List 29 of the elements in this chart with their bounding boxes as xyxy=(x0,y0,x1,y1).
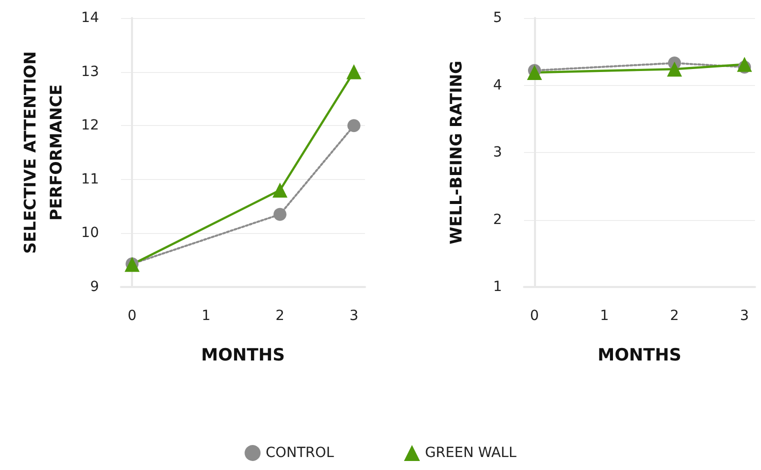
y-axis-title: SELECTIVE ATTENTION PERFORMANCE xyxy=(20,51,66,254)
x-tick-label: 2 xyxy=(276,308,284,324)
x-axis-title: MONTHS xyxy=(201,346,285,366)
y-tick-label: 11 xyxy=(81,171,99,188)
x-tick-label: 0 xyxy=(530,308,539,324)
legend-label: GREEN WALL xyxy=(424,445,517,461)
y-tick-label: 1 xyxy=(493,279,502,295)
x-tick-label: 3 xyxy=(740,308,749,324)
point xyxy=(272,182,288,198)
x-tick-label: 1 xyxy=(202,308,210,324)
y-tick-label: 2 xyxy=(493,212,502,228)
x-tick-label: 0 xyxy=(128,308,137,324)
y-tick-label: 4 xyxy=(493,77,502,94)
y-tick-label: 14 xyxy=(81,10,100,26)
x-tick-label: 2 xyxy=(670,308,679,324)
x-axis-title: MONTHS xyxy=(598,346,682,366)
y-tick-label: 3 xyxy=(493,144,502,160)
y-tick-label: 5 xyxy=(493,10,502,26)
y-tick-label: 13 xyxy=(81,64,99,80)
point xyxy=(273,208,286,221)
point xyxy=(346,64,362,80)
legend-label: CONTROL xyxy=(266,445,334,461)
x-tick-label: 3 xyxy=(349,308,358,324)
x-tick-label: 1 xyxy=(600,308,609,324)
y-tick-label: 10 xyxy=(81,225,99,242)
point xyxy=(347,119,360,132)
y-tick-label: 9 xyxy=(90,279,99,295)
y-tick-label: 12 xyxy=(81,118,99,134)
y-axis-title: WELL-BEING RATING xyxy=(446,60,466,244)
